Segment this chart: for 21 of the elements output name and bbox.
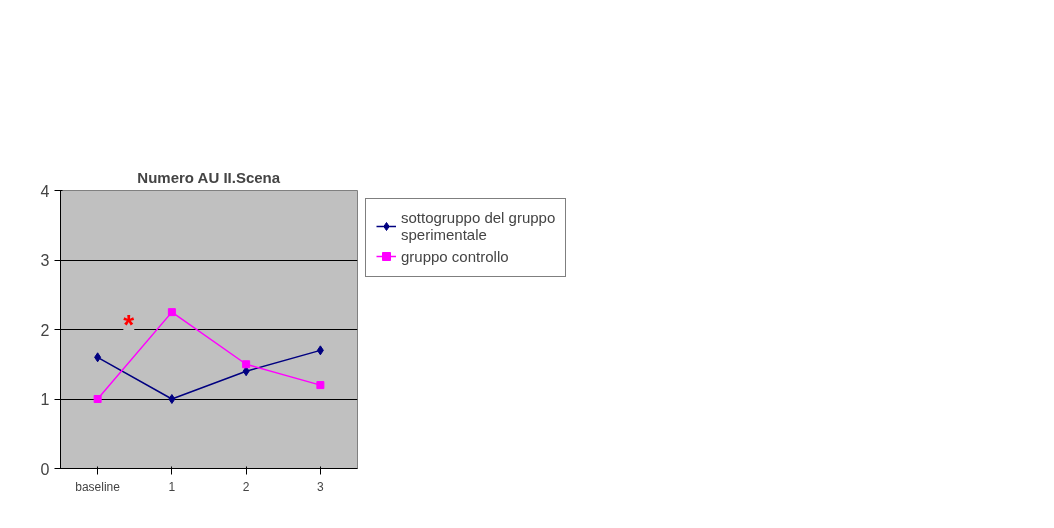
point	[316, 381, 325, 390]
y-tick-label: 0	[40, 460, 50, 478]
y-tick-label: 1	[40, 391, 50, 408]
point	[242, 360, 251, 369]
annotation: *	[123, 308, 135, 340]
point	[93, 395, 102, 403]
point	[94, 352, 102, 363]
y-tick-label: 2	[40, 321, 50, 339]
point	[168, 394, 176, 404]
x-tick-label: 3	[317, 479, 325, 494]
x-tick-label: baseline	[75, 479, 121, 494]
point	[167, 308, 176, 317]
legend-label: gruppo controllo	[401, 247, 509, 265]
x-tick-label: 2	[242, 479, 250, 494]
chart-title: Numero AU II.Scena	[137, 168, 281, 186]
y-tick-label: 3	[40, 252, 50, 269]
point	[316, 345, 324, 356]
point	[242, 366, 250, 377]
y-tick-label: 4	[40, 182, 50, 200]
legend-label: sottogruppo del gruppo sperimentale	[401, 209, 556, 243]
x-tick-label: 1	[168, 479, 176, 494]
